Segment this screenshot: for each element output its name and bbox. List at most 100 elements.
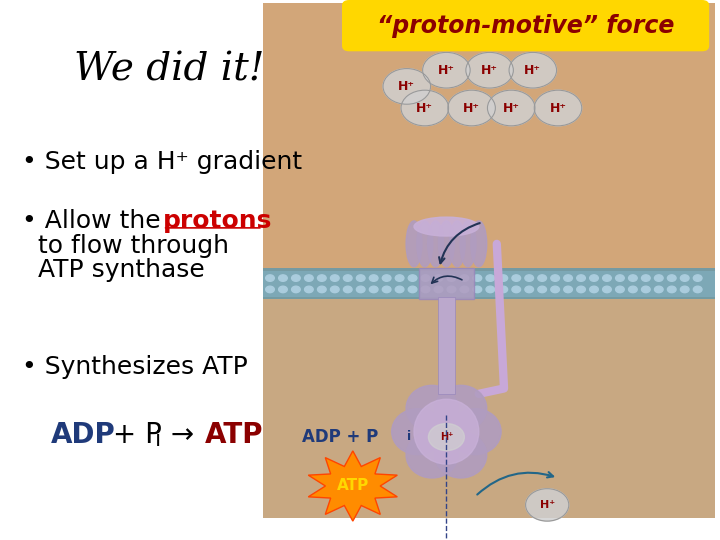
Circle shape bbox=[473, 286, 482, 293]
Ellipse shape bbox=[406, 432, 458, 478]
Circle shape bbox=[305, 286, 313, 293]
Circle shape bbox=[564, 286, 572, 293]
Circle shape bbox=[512, 275, 521, 281]
Ellipse shape bbox=[406, 221, 422, 267]
Circle shape bbox=[369, 286, 378, 293]
Text: We did it!: We did it! bbox=[74, 52, 264, 89]
Text: →: → bbox=[162, 421, 203, 449]
Circle shape bbox=[383, 69, 431, 104]
Circle shape bbox=[318, 286, 326, 293]
Circle shape bbox=[590, 275, 598, 281]
Circle shape bbox=[616, 286, 624, 293]
Circle shape bbox=[509, 52, 557, 88]
Ellipse shape bbox=[414, 399, 479, 464]
Circle shape bbox=[408, 286, 417, 293]
Text: ATP: ATP bbox=[337, 478, 369, 494]
FancyBboxPatch shape bbox=[263, 268, 715, 299]
Circle shape bbox=[330, 286, 339, 293]
Circle shape bbox=[305, 275, 313, 281]
Circle shape bbox=[577, 286, 585, 293]
Circle shape bbox=[434, 286, 443, 293]
Text: + P: + P bbox=[104, 421, 162, 449]
Text: H⁺: H⁺ bbox=[438, 64, 455, 77]
Circle shape bbox=[447, 275, 456, 281]
Text: • Allow the: • Allow the bbox=[22, 210, 168, 233]
FancyBboxPatch shape bbox=[438, 296, 455, 394]
Ellipse shape bbox=[406, 386, 458, 431]
Text: ADP: ADP bbox=[50, 421, 115, 449]
Circle shape bbox=[395, 286, 404, 293]
FancyBboxPatch shape bbox=[263, 3, 715, 271]
Circle shape bbox=[534, 90, 582, 126]
Circle shape bbox=[551, 275, 559, 281]
Circle shape bbox=[654, 286, 663, 293]
Circle shape bbox=[642, 275, 650, 281]
Circle shape bbox=[538, 275, 546, 281]
Circle shape bbox=[279, 286, 287, 293]
Circle shape bbox=[292, 286, 300, 293]
Circle shape bbox=[526, 489, 569, 521]
Circle shape bbox=[551, 286, 559, 293]
Ellipse shape bbox=[414, 217, 479, 236]
Circle shape bbox=[423, 52, 470, 88]
Circle shape bbox=[629, 275, 637, 281]
Circle shape bbox=[525, 275, 534, 281]
Circle shape bbox=[616, 275, 624, 281]
Circle shape bbox=[680, 286, 689, 293]
Circle shape bbox=[330, 275, 339, 281]
Text: protons: protons bbox=[163, 210, 272, 233]
Circle shape bbox=[447, 286, 456, 293]
FancyBboxPatch shape bbox=[342, 0, 709, 51]
Circle shape bbox=[693, 286, 702, 293]
Ellipse shape bbox=[471, 221, 487, 267]
Circle shape bbox=[603, 275, 611, 281]
Circle shape bbox=[318, 275, 326, 281]
Circle shape bbox=[590, 286, 598, 293]
Circle shape bbox=[577, 275, 585, 281]
Circle shape bbox=[654, 275, 663, 281]
Text: H⁺: H⁺ bbox=[503, 102, 520, 114]
Ellipse shape bbox=[449, 409, 501, 455]
Text: • Synthesizes ATP: • Synthesizes ATP bbox=[22, 355, 248, 379]
Circle shape bbox=[499, 286, 508, 293]
Circle shape bbox=[667, 286, 676, 293]
Text: i: i bbox=[407, 430, 411, 443]
Ellipse shape bbox=[460, 221, 476, 267]
Circle shape bbox=[356, 275, 365, 281]
Circle shape bbox=[421, 286, 430, 293]
Text: ATP: ATP bbox=[205, 421, 264, 449]
Polygon shape bbox=[308, 451, 397, 521]
Ellipse shape bbox=[392, 409, 444, 455]
Circle shape bbox=[486, 286, 495, 293]
Text: ATP synthase: ATP synthase bbox=[22, 258, 204, 282]
Circle shape bbox=[499, 275, 508, 281]
Circle shape bbox=[512, 286, 521, 293]
Circle shape bbox=[564, 275, 572, 281]
Circle shape bbox=[466, 52, 513, 88]
Circle shape bbox=[356, 286, 365, 293]
Circle shape bbox=[382, 275, 391, 281]
Circle shape bbox=[382, 286, 391, 293]
Circle shape bbox=[680, 275, 689, 281]
Text: ADP + P: ADP + P bbox=[302, 428, 379, 447]
Circle shape bbox=[642, 286, 650, 293]
Circle shape bbox=[460, 286, 469, 293]
Circle shape bbox=[279, 275, 287, 281]
FancyBboxPatch shape bbox=[263, 296, 715, 518]
Text: • Set up a H⁺ gradient: • Set up a H⁺ gradient bbox=[22, 150, 302, 174]
Ellipse shape bbox=[428, 221, 444, 267]
Text: H⁺: H⁺ bbox=[539, 500, 555, 510]
Circle shape bbox=[460, 275, 469, 281]
Circle shape bbox=[401, 90, 449, 126]
Circle shape bbox=[266, 286, 274, 293]
Circle shape bbox=[434, 275, 443, 281]
Circle shape bbox=[395, 275, 404, 281]
Circle shape bbox=[525, 286, 534, 293]
Text: to flow through: to flow through bbox=[22, 234, 229, 258]
Circle shape bbox=[486, 275, 495, 281]
Circle shape bbox=[667, 275, 676, 281]
Circle shape bbox=[629, 286, 637, 293]
Circle shape bbox=[421, 275, 430, 281]
Text: H⁺: H⁺ bbox=[440, 432, 453, 442]
Text: H⁺: H⁺ bbox=[524, 64, 541, 77]
